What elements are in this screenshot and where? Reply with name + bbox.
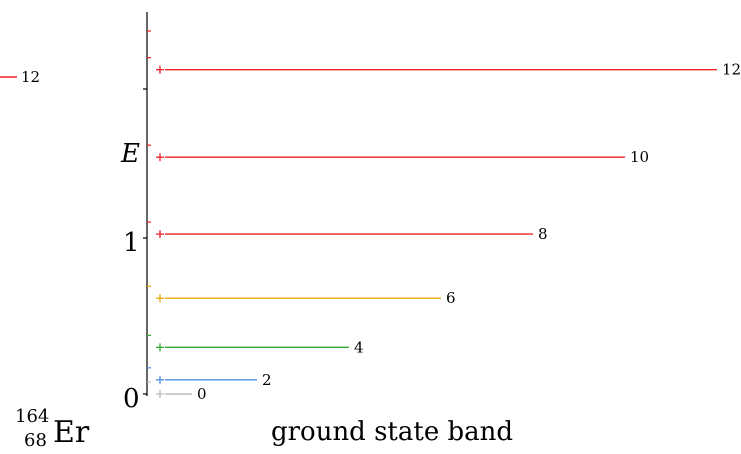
- tick-label-0: 0: [123, 384, 140, 414]
- mass-number: 164: [15, 406, 49, 427]
- axis-ticks: [143, 30, 151, 395]
- offscale-level-spin-label: 12: [21, 68, 40, 86]
- element-symbol: Er: [53, 415, 90, 450]
- level-spin-label: 2: [262, 371, 272, 389]
- level-0: 0: [147, 381, 207, 403]
- level-spin-label: 8: [538, 225, 548, 243]
- level-12: 12: [147, 57, 741, 79]
- level-4: 4: [147, 334, 364, 356]
- level-8: 8: [147, 221, 548, 243]
- band-levels: 0 2 4 6 8 10 12: [147, 57, 741, 403]
- level-spin-label: 12: [722, 61, 741, 79]
- level-2: 2: [147, 367, 272, 389]
- level-spin-label: 6: [446, 289, 456, 307]
- level-spin-label: 10: [630, 148, 649, 166]
- atomic-number: 68: [24, 430, 47, 451]
- level-6: 6: [147, 285, 456, 307]
- level-spin-label: 0: [197, 385, 207, 403]
- band-label: ground state band: [271, 417, 513, 447]
- energy-axis-label: E: [120, 139, 140, 169]
- level-10: 10: [147, 144, 649, 166]
- tick-label-1: 1: [123, 228, 140, 258]
- level-spin-label: 4: [354, 338, 364, 356]
